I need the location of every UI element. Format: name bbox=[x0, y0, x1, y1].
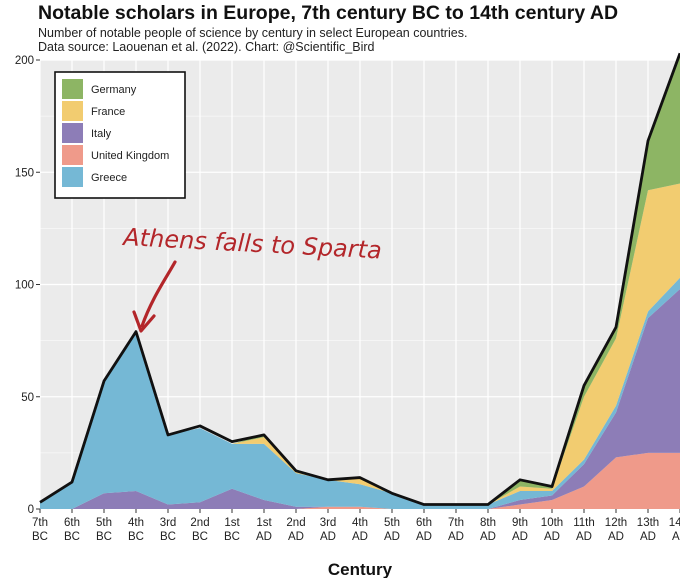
x-tick-label: 2nd bbox=[190, 517, 209, 529]
x-tick-label: 8th bbox=[480, 517, 496, 529]
annotation-arrowhead bbox=[132, 310, 156, 333]
x-tick-era-label: BC bbox=[64, 531, 80, 543]
legend-label: Germany bbox=[91, 84, 137, 96]
chart-source: Data source: Laouenan et al. (2022). Cha… bbox=[38, 40, 375, 54]
legend-swatch bbox=[62, 145, 83, 165]
x-tick-label: 2nd bbox=[286, 517, 305, 529]
y-tick-label: 0 bbox=[28, 504, 34, 516]
x-tick-label: 12th bbox=[605, 517, 627, 529]
x-tick-era-label: AD bbox=[352, 531, 368, 543]
x-tick-label: 11th bbox=[573, 517, 595, 529]
legend-swatch bbox=[62, 101, 83, 121]
x-tick-era-label: BC bbox=[224, 531, 240, 543]
x-tick-era-label: AD bbox=[576, 531, 592, 543]
x-axis-title: Century bbox=[328, 560, 393, 578]
x-tick-era-label: AD bbox=[416, 531, 432, 543]
legend-swatch bbox=[62, 79, 83, 99]
x-tick-label: 3rd bbox=[160, 517, 177, 529]
x-tick-era-label: AD bbox=[448, 531, 464, 543]
x-tick-era-label: BC bbox=[128, 531, 144, 543]
x-tick-era-label: AD bbox=[384, 531, 400, 543]
x-axis: 7th BC 6th BC 5th BC 4th BC 3rd BC 2nd BC 1st BC 1st AD… bbox=[32, 509, 680, 543]
x-tick-label: 4th bbox=[128, 517, 144, 529]
x-tick-label: 1st bbox=[256, 517, 272, 529]
x-tick-label: 6th bbox=[64, 517, 80, 529]
area-greece bbox=[40, 277, 680, 509]
x-tick-era-label: BC bbox=[32, 531, 48, 543]
legend-swatch bbox=[62, 167, 83, 187]
annotation-arrow bbox=[140, 260, 177, 328]
y-tick-label: 200 bbox=[15, 55, 34, 67]
y-tick-label: 150 bbox=[15, 167, 34, 179]
x-tick-era-label: AD bbox=[608, 531, 624, 543]
legend: Germany France Italy United Kingdom Greece bbox=[54, 71, 186, 199]
stacked-areas bbox=[40, 53, 680, 509]
x-tick-label: 7th bbox=[32, 517, 48, 529]
x-tick-label: 6th bbox=[416, 517, 432, 529]
x-tick-label: 4th bbox=[352, 517, 368, 529]
x-tick-label: 1st bbox=[224, 517, 240, 529]
x-tick-label: 14th bbox=[669, 517, 680, 529]
legend-label: France bbox=[91, 106, 125, 118]
x-tick-era-label: AD bbox=[544, 531, 560, 543]
x-tick-era-label: AD bbox=[480, 531, 496, 543]
x-tick-era-label: BC bbox=[160, 531, 176, 543]
x-tick-era-label: AD bbox=[288, 531, 304, 543]
legend-label: Greece bbox=[91, 172, 127, 184]
legend-label: United Kingdom bbox=[91, 150, 169, 162]
x-tick-label: 7th bbox=[448, 517, 464, 529]
x-tick-label: 13th bbox=[637, 517, 659, 529]
legend-label: Italy bbox=[91, 128, 112, 140]
x-tick-label: 5th bbox=[384, 517, 400, 529]
chart-title: Notable scholars in Europe, 7th century … bbox=[38, 2, 619, 24]
total-line bbox=[39, 52, 680, 506]
x-tick-label: 10th bbox=[541, 517, 563, 529]
x-tick-era-label: AD bbox=[320, 531, 336, 543]
area-united-kingdom bbox=[40, 452, 680, 509]
x-tick-era-label: BC bbox=[96, 531, 112, 543]
x-tick-era-label: AD bbox=[640, 531, 656, 543]
legend-swatch bbox=[62, 123, 83, 143]
x-tick-era-label: AD bbox=[256, 531, 272, 543]
y-tick-label: 100 bbox=[15, 280, 34, 292]
y-tick-label: 50 bbox=[21, 392, 34, 404]
x-tick-era-label: BC bbox=[192, 531, 208, 543]
y-axis: 0 50 100 150 200 bbox=[15, 55, 40, 516]
x-tick-era-label: AD bbox=[512, 531, 528, 543]
x-tick-label: 5th bbox=[96, 517, 112, 529]
x-tick-era-label: AD bbox=[672, 531, 680, 543]
chart-subtitle: Number of notable people of science by c… bbox=[38, 26, 468, 40]
x-tick-label: 3rd bbox=[320, 517, 337, 529]
x-tick-label: 9th bbox=[512, 517, 528, 529]
